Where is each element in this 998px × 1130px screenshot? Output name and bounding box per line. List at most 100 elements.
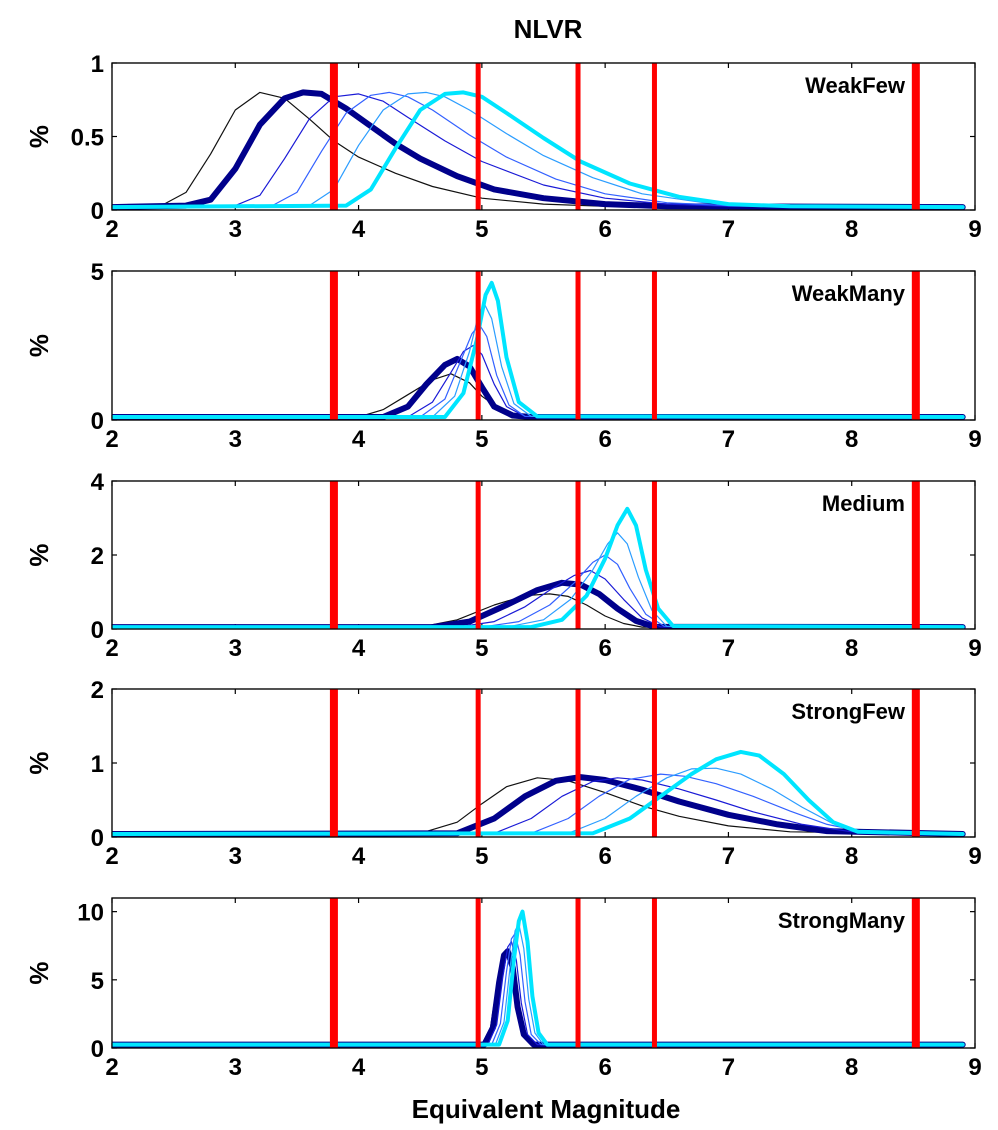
series-line-1 (112, 593, 964, 628)
series-line-2 (112, 579, 966, 629)
y-tick-label: 0.5 (71, 125, 104, 152)
x-tick-label: 7 (722, 426, 735, 453)
x-tick-label: 4 (352, 635, 366, 662)
panel-2: 2 3 4 5 6 7 8 9 0 5% WeakMany (24, 259, 982, 453)
y-axis-title: % (24, 334, 54, 357)
y-tick-label: 10 (77, 900, 104, 927)
series-line-4 (112, 91, 964, 208)
x-tick-label: 9 (968, 635, 981, 662)
data-area (112, 481, 966, 629)
series-line-3 (112, 344, 964, 418)
plot-frame (111, 688, 976, 838)
x-tick-label: 8 (845, 635, 858, 662)
x-tick-label: 9 (968, 216, 981, 243)
series-line-3 (112, 569, 964, 628)
panel-label: Medium (822, 491, 905, 516)
x-tick-label: 5 (475, 1054, 488, 1081)
plot-frame (111, 270, 976, 421)
x-tick-label: 8 (845, 216, 858, 243)
chart-title: NLVR (514, 14, 583, 44)
x-tick-label: 8 (845, 1054, 858, 1081)
y-tick-label: 0 (91, 825, 104, 852)
x-tick-label: 4 (352, 216, 366, 243)
x-tick-label: 6 (598, 216, 611, 243)
y-tick-label: 0 (91, 198, 104, 225)
x-axis-title: Equivalent Magnitude (412, 1094, 681, 1124)
x-tick-label: 2 (105, 426, 118, 453)
x-tick-label: 2 (105, 635, 118, 662)
x-tick-label: 6 (598, 426, 611, 453)
x-tick-label: 9 (968, 843, 981, 870)
data-area (112, 63, 966, 210)
panel-5: 2 3 4 5 6 7 8 9 0 5 10% StrongMany (24, 897, 982, 1081)
x-tick-label: 2 (105, 843, 118, 870)
y-axis-title: % (24, 543, 54, 566)
x-tick-label: 4 (352, 1054, 366, 1081)
series-line-6 (112, 749, 965, 836)
y-tick-label: 1 (91, 751, 104, 778)
y-tick-label: 5 (91, 968, 104, 995)
x-tick-label: 8 (845, 426, 858, 453)
x-tick-label: 6 (598, 1054, 611, 1081)
x-tick-label: 5 (475, 426, 488, 453)
x-tick-label: 7 (722, 843, 735, 870)
data-area (112, 271, 966, 420)
x-tick-label: 3 (229, 635, 242, 662)
plot-border (111, 62, 976, 211)
series-line-2 (112, 355, 966, 420)
series-line-2 (112, 948, 966, 1048)
x-tick-label: 7 (722, 216, 735, 243)
panel-4: 2 3 4 5 6 7 8 9 0 1 2% StrongFew (24, 677, 982, 870)
series-line-3 (112, 777, 964, 835)
x-tick-label: 8 (845, 843, 858, 870)
y-tick-label: 0 (91, 617, 104, 644)
y-tick-label: 4 (91, 469, 105, 496)
series-line-6 (112, 506, 965, 629)
x-tick-label: 3 (229, 426, 242, 453)
panel-label: StrongFew (791, 699, 906, 724)
panels-layer: 2 3 4 5 6 7 8 9 0 0.5 1% WeakFew 2 3 4 5 6 7 8 9 0 5% WeakMany… (24, 51, 982, 1081)
series-line-5 (112, 91, 964, 208)
series-line-3 (112, 93, 964, 208)
x-tick-label: 9 (968, 426, 981, 453)
x-tick-label: 2 (105, 1054, 118, 1081)
x-tick-label: 6 (598, 843, 611, 870)
y-axis-title: % (24, 751, 54, 774)
x-tick-label: 5 (475, 216, 488, 243)
plot-border (111, 897, 976, 1049)
y-tick-label: 2 (91, 677, 104, 704)
series-line-6 (112, 90, 965, 210)
x-tick-label: 3 (229, 216, 242, 243)
data-area (112, 689, 966, 837)
x-tick-label: 5 (475, 843, 488, 870)
y-tick-label: 2 (91, 543, 104, 570)
plot-border (111, 688, 976, 838)
panel-1: 2 3 4 5 6 7 8 9 0 0.5 1% WeakFew (24, 51, 982, 243)
x-tick-label: 9 (968, 1054, 981, 1081)
series-line-2 (112, 89, 966, 210)
panel-label: StrongMany (778, 908, 906, 933)
y-axis-title: % (24, 125, 54, 148)
plot-border (111, 480, 976, 630)
y-tick-label: 1 (91, 51, 104, 78)
series-line-6 (112, 280, 965, 419)
y-tick-label: 0 (91, 1036, 104, 1063)
y-tick-label: 5 (91, 259, 104, 286)
x-tick-label: 3 (229, 1054, 242, 1081)
x-tick-label: 2 (105, 216, 118, 243)
y-tick-label: 0 (91, 408, 104, 435)
y-axis-title: % (24, 961, 54, 984)
x-tick-label: 7 (722, 1054, 735, 1081)
x-tick-label: 3 (229, 843, 242, 870)
x-tick-label: 4 (352, 843, 366, 870)
plot-frame (111, 480, 976, 630)
panel-label: WeakMany (792, 281, 906, 306)
series-line-6 (112, 909, 965, 1047)
x-tick-label: 5 (475, 635, 488, 662)
data-area (112, 898, 966, 1048)
plot-border (111, 270, 976, 421)
x-tick-label: 7 (722, 635, 735, 662)
